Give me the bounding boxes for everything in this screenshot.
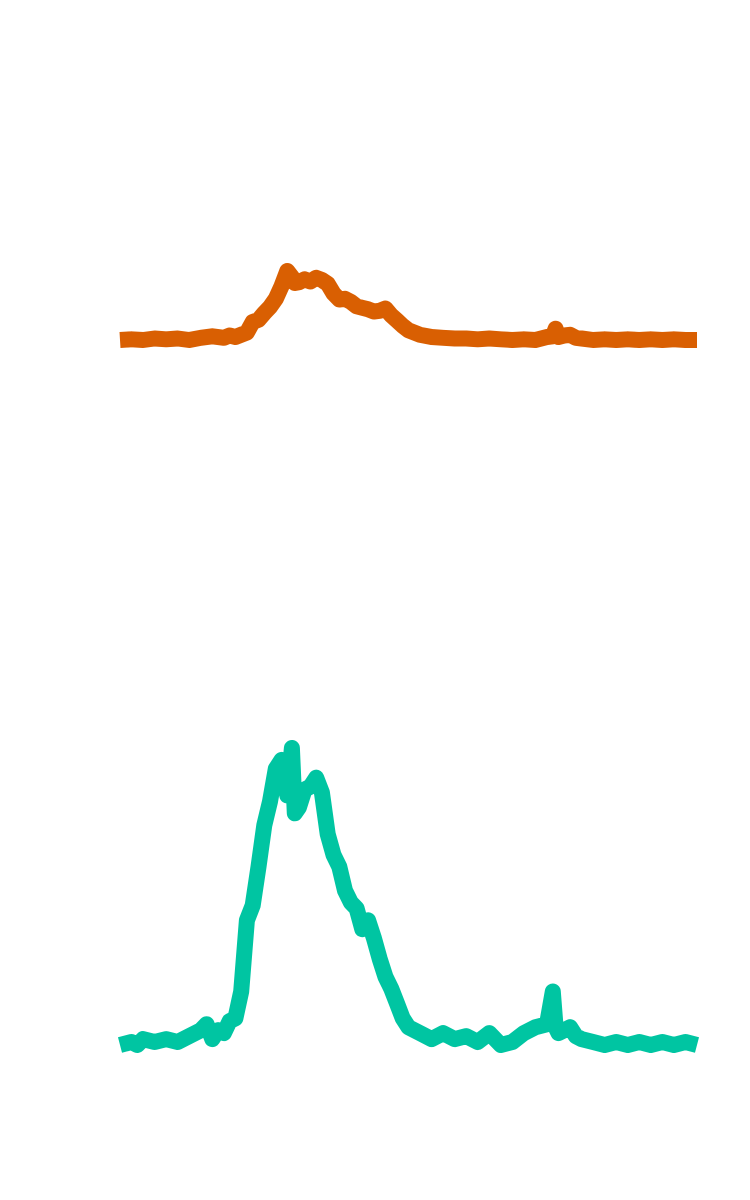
top-chart-panel (119, 263, 697, 348)
bottom-series-line-0 (117, 740, 700, 1053)
bottom-chart-panel (117, 740, 700, 1053)
top-series-line-0 (119, 263, 697, 348)
